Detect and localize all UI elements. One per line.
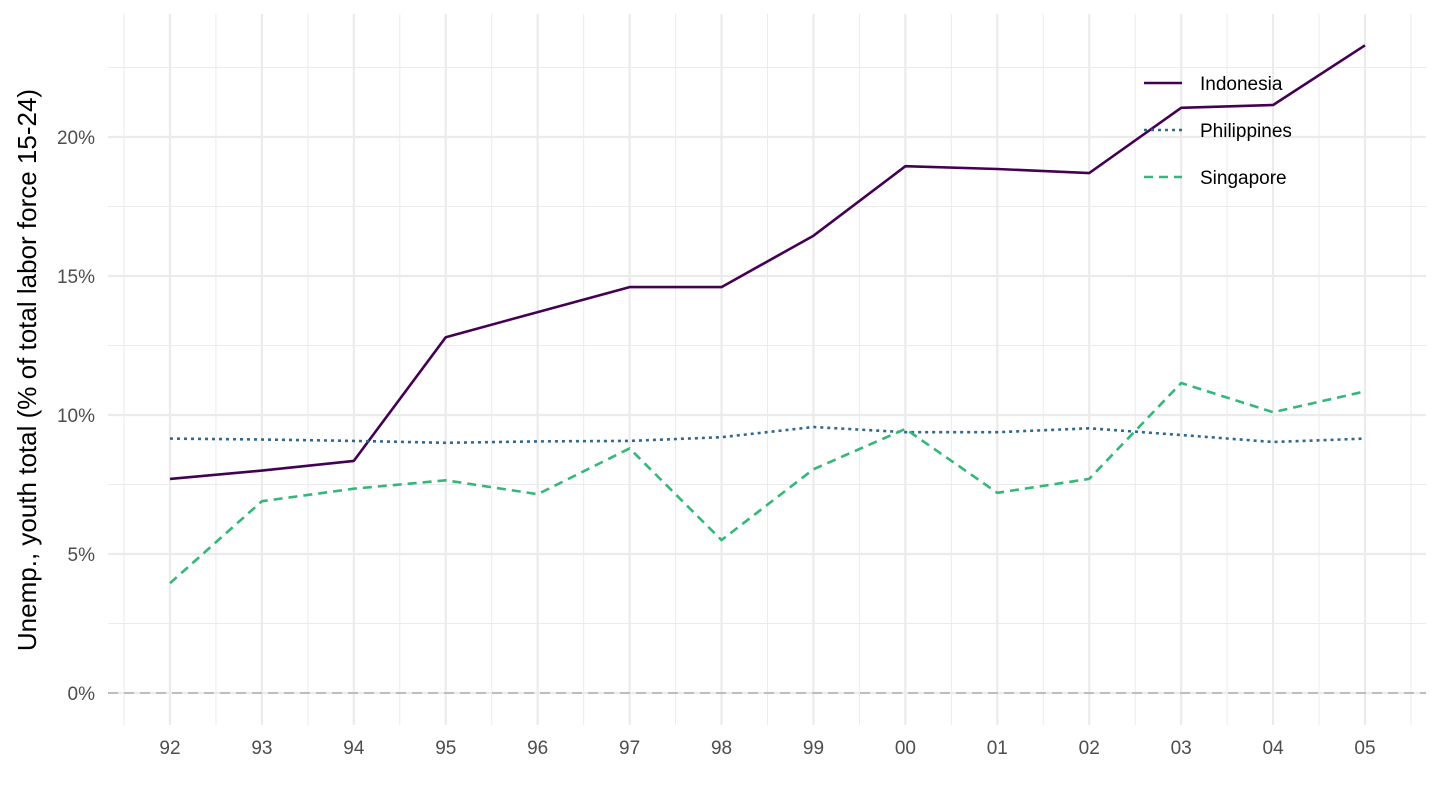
x-tick-label: 04 — [1263, 738, 1285, 759]
y-tick-label: 10% — [57, 406, 95, 427]
x-tick-label: 01 — [987, 738, 1008, 759]
legend: Indonesia Philippines Singapore — [1144, 74, 1292, 189]
x-axis-tick-labels: 92 93 94 95 96 97 98 99 00 01 02 03 04 05 — [159, 738, 1375, 759]
x-tick-label: 96 — [527, 738, 548, 759]
series-line-singapore — [169, 381, 1366, 585]
minor-gridlines — [108, 14, 1426, 725]
legend-label-singapore: Singapore — [1200, 168, 1287, 189]
series-layer — [169, 44, 1366, 585]
x-tick-label: 95 — [435, 738, 456, 759]
legend-label-philippines: Philippines — [1200, 121, 1292, 142]
x-tick-label: 03 — [1171, 738, 1192, 759]
y-tick-label: 0% — [68, 684, 96, 705]
x-tick-label: 99 — [803, 738, 824, 759]
y-axis-title: Unemp., youth total (% of total labor fo… — [12, 89, 42, 651]
y-tick-label: 5% — [68, 545, 96, 566]
x-tick-label: 05 — [1354, 738, 1375, 759]
legend-label-indonesia: Indonesia — [1200, 74, 1283, 95]
series-line-indonesia — [169, 44, 1366, 481]
y-tick-label: 15% — [57, 267, 95, 288]
x-tick-label: 97 — [619, 738, 640, 759]
x-tick-label: 00 — [895, 738, 916, 759]
x-tick-label: 98 — [711, 738, 732, 759]
series-line-philippines — [169, 425, 1366, 445]
x-tick-label: 93 — [251, 738, 272, 759]
major-gridlines — [108, 14, 1426, 725]
y-axis-tick-labels: 0% 5% 10% 15% 20% — [57, 128, 95, 705]
x-tick-label: 02 — [1079, 738, 1100, 759]
x-tick-label: 94 — [343, 738, 365, 759]
y-tick-label: 20% — [57, 128, 95, 149]
x-tick-label: 92 — [159, 738, 180, 759]
